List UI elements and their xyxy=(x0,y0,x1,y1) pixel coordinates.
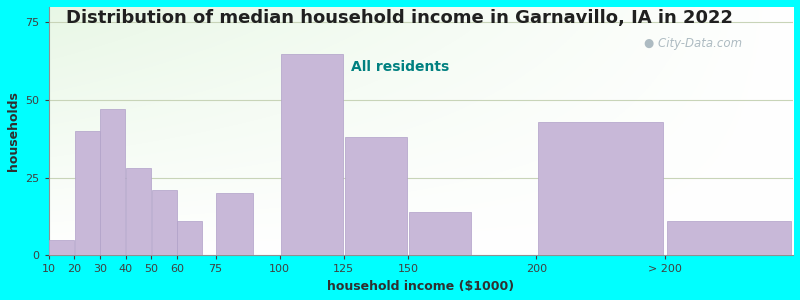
Bar xyxy=(126,169,151,256)
Bar xyxy=(216,193,254,256)
Bar xyxy=(152,190,177,256)
Bar xyxy=(100,110,126,256)
Bar xyxy=(49,240,74,256)
X-axis label: household income ($1000): household income ($1000) xyxy=(327,280,514,293)
Bar xyxy=(666,221,791,256)
Y-axis label: households: households xyxy=(7,91,20,171)
Bar xyxy=(74,131,100,256)
Bar xyxy=(178,221,202,256)
Bar xyxy=(538,122,662,256)
Bar xyxy=(281,53,343,256)
Text: All residents: All residents xyxy=(351,60,449,74)
Bar xyxy=(345,137,407,256)
Bar xyxy=(409,212,471,256)
Text: ● City-Data.com: ● City-Data.com xyxy=(644,37,742,50)
Text: Distribution of median household income in Garnavillo, IA in 2022: Distribution of median household income … xyxy=(66,9,734,27)
